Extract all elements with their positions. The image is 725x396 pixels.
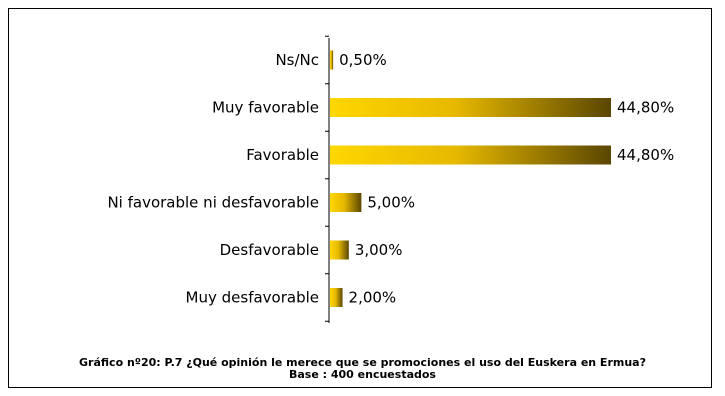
value-label: 3,00% — [355, 241, 403, 259]
value-label: 44,80% — [617, 146, 674, 164]
bar — [330, 145, 611, 165]
value-label: 5,00% — [367, 194, 415, 212]
bar — [330, 50, 334, 70]
category-label: Ns/Nc — [275, 51, 319, 69]
chart-caption: Gráfico nº20: P.7 ¿Qué opinión le merece… — [0, 357, 725, 381]
bar — [330, 98, 611, 117]
bar — [330, 240, 349, 260]
value-label: 44,80% — [617, 99, 674, 117]
category-label: Ni favorable ni desfavorable — [107, 194, 319, 212]
caption-title: Gráfico nº20: P.7 ¿Qué opinión le merece… — [79, 356, 646, 369]
category-label: Desfavorable — [220, 241, 319, 259]
caption-base: Base : 400 encuestados — [289, 368, 436, 381]
category-label: Favorable — [246, 146, 319, 164]
category-label: Muy desfavorable — [186, 289, 319, 307]
value-label: 2,00% — [349, 289, 397, 307]
category-label: Muy favorable — [212, 99, 319, 117]
value-label: 0,50% — [339, 51, 387, 69]
bar — [330, 288, 343, 307]
bar — [330, 193, 362, 212]
